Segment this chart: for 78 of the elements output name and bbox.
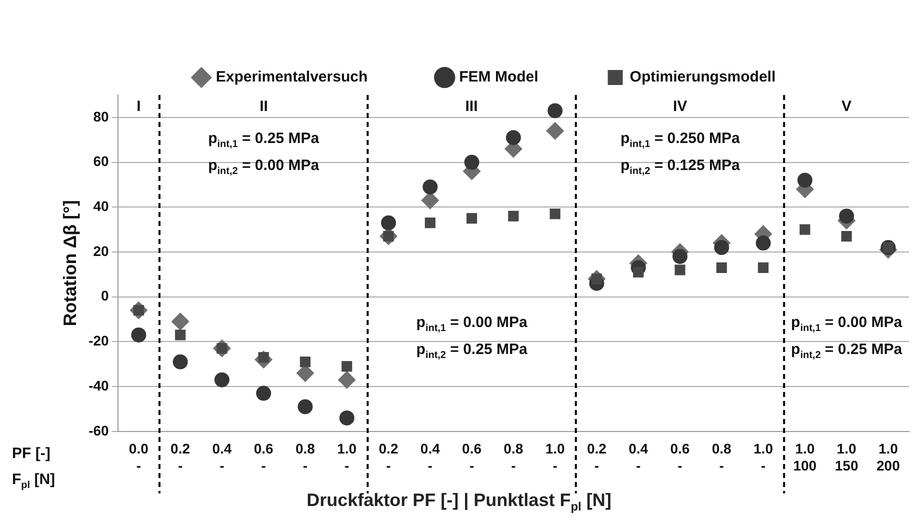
annotation: III [465, 98, 478, 115]
point [841, 230, 852, 242]
point [756, 236, 771, 251]
point [172, 354, 188, 370]
point [424, 218, 436, 228]
point [466, 213, 478, 224]
x-tick-label: 0.8 - [295, 440, 316, 474]
y-tick-label: -40 [88, 377, 110, 394]
x-tick-label: 1.0 - [337, 440, 357, 474]
point [422, 179, 438, 194]
text: PF [-] [12, 444, 50, 462]
x-tick-label: 0.4 - [628, 440, 648, 474]
annotation: p$_{int,2}$ = 0.25 MPa [791, 340, 902, 361]
y-tick-label: 60 [93, 153, 110, 170]
x-tick-label: 0.6 - [670, 440, 690, 474]
point [131, 327, 146, 342]
legend-label: Optimierungsmodell [630, 68, 776, 86]
point [800, 224, 810, 235]
x-tick-label: 0.6 - [462, 440, 482, 474]
point [672, 248, 688, 264]
x-tick-label: 1.0 - [545, 440, 565, 474]
x-tick-label: 1.0 200 [876, 440, 900, 474]
x-tick-label: 1.0 - [754, 440, 774, 474]
point [550, 208, 560, 220]
y-tick-label: 20 [93, 242, 110, 259]
point [716, 262, 727, 273]
point [298, 399, 313, 414]
point [174, 330, 186, 340]
legend-label: FEM Model [459, 68, 538, 86]
point [339, 410, 354, 426]
x-tick-label: 0.2 - [378, 440, 398, 474]
x-tick-label: 0.2 - [586, 440, 607, 474]
y-tick-label: 80 [93, 108, 110, 124]
point [256, 386, 272, 401]
point [300, 356, 311, 368]
y-axis-title: Rotation Δβ [°] [60, 200, 80, 326]
point [714, 240, 730, 255]
annotation: II [260, 98, 268, 115]
point [214, 372, 230, 388]
annotation: p$_{int,1}$ = 0.25 MPa [208, 130, 320, 150]
x-tick-label: 0.4 - [420, 440, 440, 474]
x-tick-label: 0.0 - [128, 440, 149, 474]
annotation: V [842, 98, 852, 115]
point [380, 215, 396, 230]
x-tick-label: 0.4 - [212, 440, 232, 474]
y-tick-label: 40 [93, 198, 110, 214]
x-tick-label: 1.0 150 [834, 440, 858, 474]
text: F$_{pl}$ [N] [12, 471, 56, 492]
point [839, 208, 854, 224]
y-tick-label: -20 [88, 332, 110, 349]
x-axis-title: Druckfaktor PF [-] | Punktlast F$_{pl}$ [N] [306, 490, 612, 514]
x-tick-label: 0.6 - [254, 440, 274, 474]
point [674, 264, 686, 276]
point [342, 361, 352, 372]
annotation: p$_{int,1}$ = 0.00 MPa [416, 314, 528, 334]
annotation: IV [672, 98, 688, 115]
point [464, 154, 480, 170]
y-tick-label: -60 [88, 422, 110, 438]
annotation: p$_{int,2}$ = 0.125 MPa [620, 156, 740, 177]
point [508, 210, 519, 222]
point [506, 130, 521, 146]
annotation: p$_{int,1}$ = 0.00 MPa [791, 314, 902, 334]
x-tick-label: 0.8 - [504, 440, 524, 474]
x-tick-label: 0.2 - [170, 440, 190, 474]
legend-label: Experimentalversuch [216, 68, 368, 86]
point [546, 122, 564, 140]
point [338, 370, 356, 389]
x-tick-label: 1.0 100 [793, 440, 817, 474]
point [171, 312, 190, 331]
annotation: I [136, 98, 141, 115]
point [548, 103, 563, 118]
annotation: p$_{int,2}$ = 0.25 MPa [416, 340, 528, 361]
point [758, 262, 769, 273]
annotation: p$_{int,2}$ = 0.00 MPa [208, 156, 320, 177]
x-tick-label: 0.8 - [712, 440, 732, 474]
point [797, 172, 812, 188]
annotation: p$_{int,1}$ = 0.250 MPa [620, 130, 740, 150]
y-tick-label: 0 [101, 288, 110, 304]
